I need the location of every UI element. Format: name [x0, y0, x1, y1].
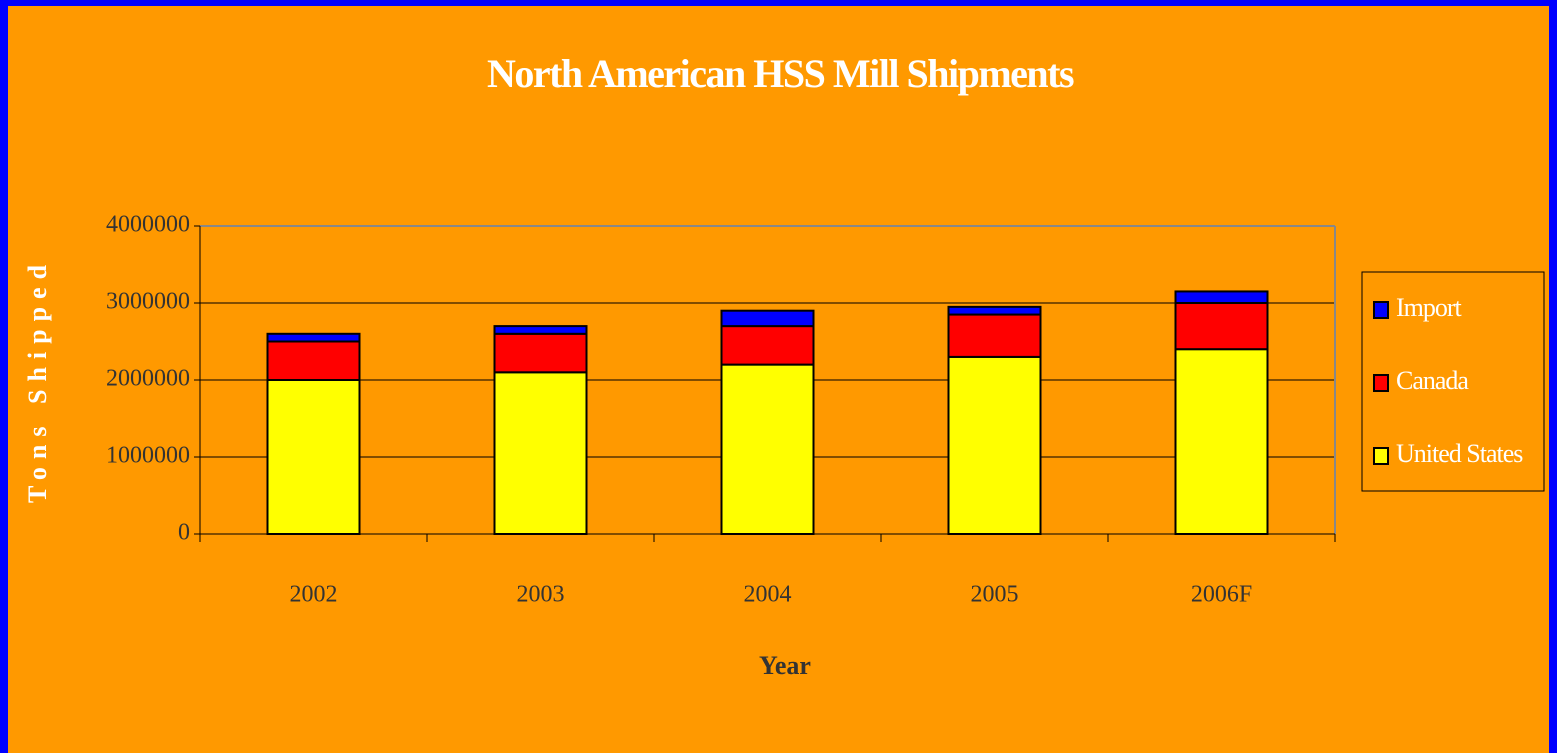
legend-swatch	[1373, 447, 1389, 465]
x-tick-label: 2004	[744, 582, 792, 608]
x-tick-label: 2006F	[1191, 582, 1252, 608]
bar-segment	[947, 355, 1042, 535]
bar-segment	[266, 340, 361, 381]
bar-segment	[493, 371, 588, 535]
x-tick-label: 2005	[971, 582, 1019, 608]
y-tick-label: 0	[178, 520, 190, 546]
legend-label: Canada	[1396, 366, 1469, 395]
bar-segment	[266, 379, 361, 535]
bar-segment	[266, 332, 361, 343]
bar-segment	[1174, 290, 1269, 305]
y-tick-label: 4000000	[106, 212, 190, 238]
bar-segment	[720, 325, 815, 366]
legend-label: United States	[1396, 439, 1523, 468]
bar-segment	[720, 309, 815, 328]
x-axis-label: Year	[759, 651, 811, 680]
chart-title: North American HSS Mill Shipments	[487, 51, 1074, 96]
bar-segment	[947, 305, 1042, 316]
bar-segment	[947, 313, 1042, 358]
legend-box	[1361, 271, 1545, 492]
y-tick-label: 3000000	[106, 289, 190, 315]
bar-segment	[1174, 348, 1269, 536]
x-tick-label: 2002	[290, 582, 338, 608]
y-axis-label: Tons Shipped	[23, 257, 52, 503]
legend-label: Import	[1396, 293, 1463, 322]
legend-swatch	[1373, 374, 1389, 392]
bar-segment	[493, 325, 588, 335]
legend-swatch	[1373, 301, 1389, 319]
y-tick-label: 1000000	[106, 443, 190, 469]
bar-segment	[1174, 302, 1269, 351]
bar-segment	[720, 363, 815, 535]
x-tick-label: 2003	[517, 582, 565, 608]
y-tick-label: 2000000	[106, 366, 190, 392]
bar-segment	[493, 332, 588, 374]
